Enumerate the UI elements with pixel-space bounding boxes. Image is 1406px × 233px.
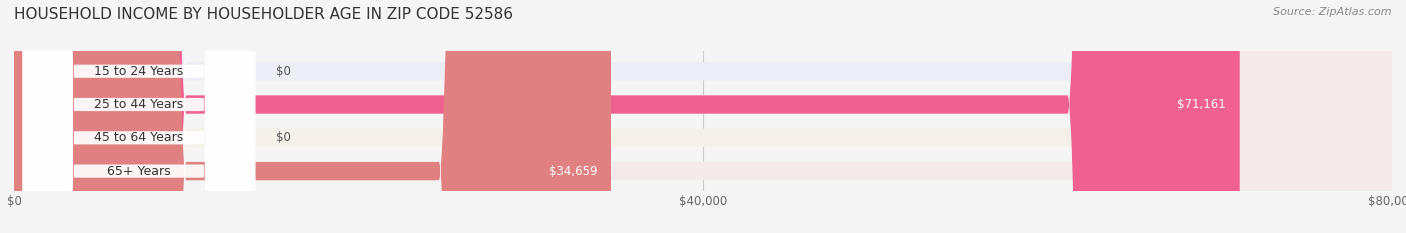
FancyBboxPatch shape [22, 0, 256, 233]
Text: $0: $0 [276, 131, 291, 144]
FancyBboxPatch shape [14, 0, 1392, 233]
FancyBboxPatch shape [22, 0, 256, 233]
FancyBboxPatch shape [14, 0, 612, 233]
FancyBboxPatch shape [14, 0, 108, 233]
Text: 25 to 44 Years: 25 to 44 Years [94, 98, 184, 111]
Text: 45 to 64 Years: 45 to 64 Years [94, 131, 184, 144]
FancyBboxPatch shape [14, 0, 1392, 233]
Text: 15 to 24 Years: 15 to 24 Years [94, 65, 184, 78]
Text: $0: $0 [276, 65, 291, 78]
Text: HOUSEHOLD INCOME BY HOUSEHOLDER AGE IN ZIP CODE 52586: HOUSEHOLD INCOME BY HOUSEHOLDER AGE IN Z… [14, 7, 513, 22]
FancyBboxPatch shape [22, 0, 256, 233]
FancyBboxPatch shape [14, 0, 108, 233]
Text: $34,659: $34,659 [548, 164, 598, 178]
FancyBboxPatch shape [14, 0, 1392, 233]
Text: 65+ Years: 65+ Years [107, 164, 170, 178]
FancyBboxPatch shape [14, 0, 1240, 233]
FancyBboxPatch shape [14, 0, 1392, 233]
FancyBboxPatch shape [22, 0, 256, 233]
Text: Source: ZipAtlas.com: Source: ZipAtlas.com [1274, 7, 1392, 17]
Text: $71,161: $71,161 [1177, 98, 1226, 111]
